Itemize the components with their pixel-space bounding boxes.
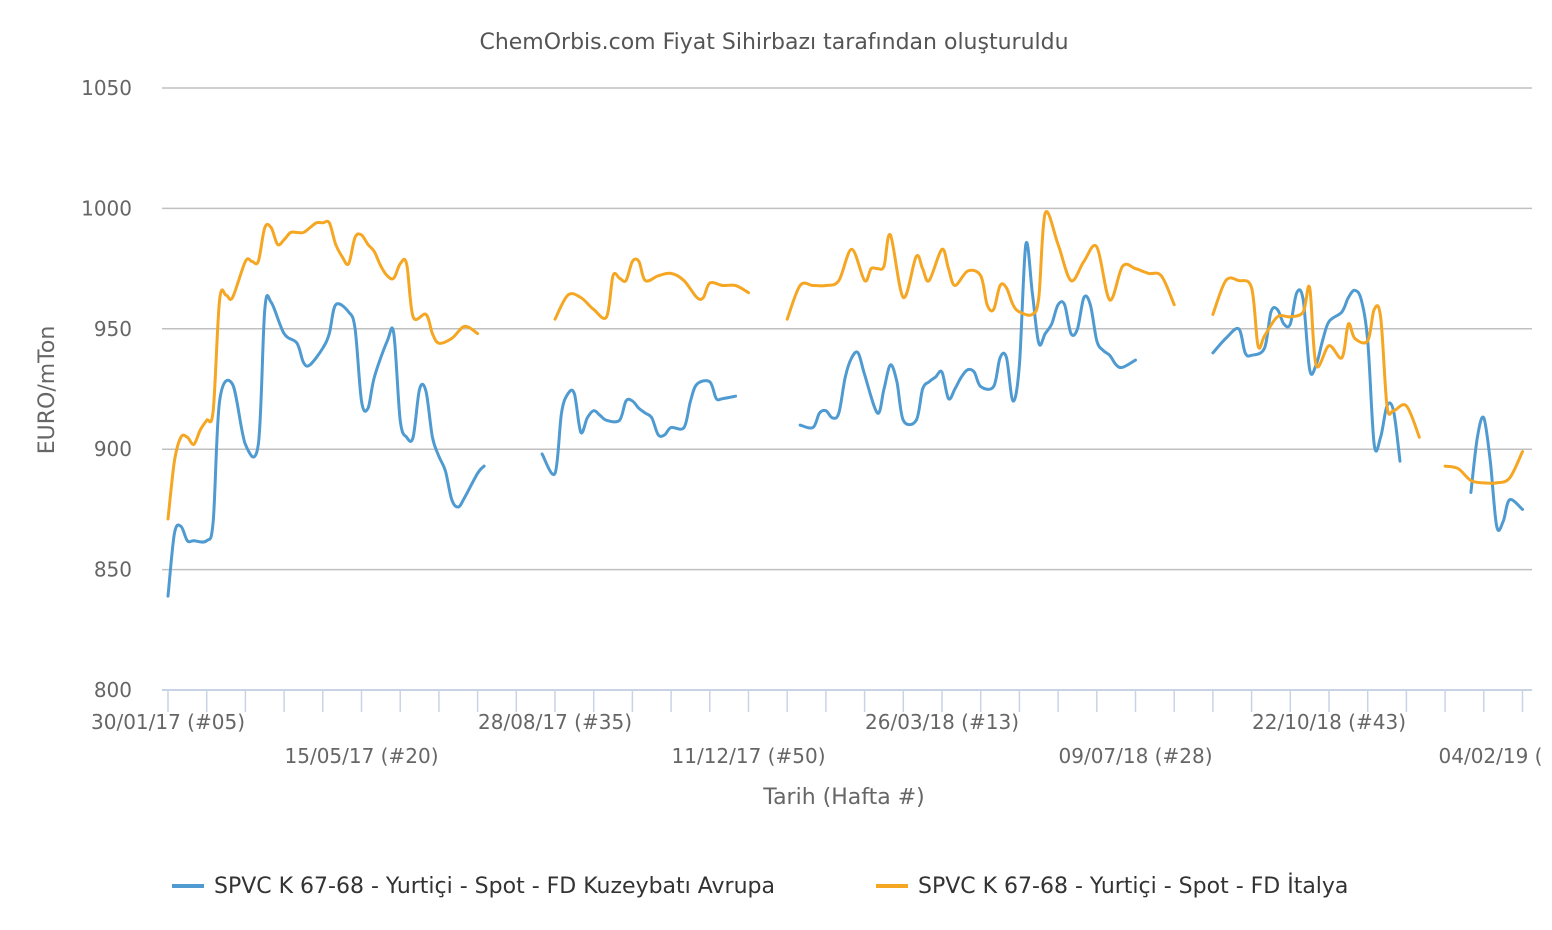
series-lines bbox=[166, 210, 1524, 598]
series-line-segment bbox=[166, 294, 486, 598]
series-line-segment bbox=[1211, 276, 1421, 439]
x-tick-label: 30/01/17 (#05) bbox=[91, 710, 245, 734]
legend-item-1[interactable]: SPVC K 67-68 - Yurtiçi - Spot - FD Kuzey… bbox=[172, 874, 775, 899]
x-tick-label: 11/12/17 (#50) bbox=[672, 744, 826, 768]
y-axis-ticks: 800 850 900 950 1000 1050 bbox=[81, 76, 132, 702]
y-tick-label: 1050 bbox=[81, 76, 132, 100]
x-axis-title: Tarih (Hafta #) bbox=[762, 785, 924, 810]
series-line-segment bbox=[540, 379, 738, 477]
y-tick-label: 1000 bbox=[81, 196, 132, 220]
y-tick-label: 800 bbox=[94, 678, 132, 702]
legend-label: SPVC K 67-68 - Yurtiçi - Spot - FD İtaly… bbox=[918, 873, 1348, 899]
y-tick-label: 950 bbox=[94, 317, 132, 341]
x-tick-label: 15/05/17 (#20) bbox=[285, 744, 439, 768]
chart-title: ChemOrbis.com Fiyat Sihirbazı tarafından… bbox=[479, 30, 1068, 55]
y-axis-title: EURO/mTon bbox=[35, 326, 60, 455]
series-line-segment bbox=[785, 210, 1176, 321]
series-line-segment bbox=[1211, 288, 1402, 463]
legend: SPVC K 67-68 - Yurtiçi - Spot - FD Kuzey… bbox=[172, 873, 1348, 899]
x-axis-ticks: 30/01/17 (#05) 15/05/17 (#20) 28/08/17 (#3… bbox=[91, 689, 1543, 768]
y-tick-label: 850 bbox=[94, 558, 132, 582]
x-tick-label: 22/10/18 (#43) bbox=[1252, 710, 1406, 734]
series-1 bbox=[166, 240, 1524, 598]
series-line-segment bbox=[1443, 450, 1524, 485]
legend-label: SPVC K 67-68 - Yurtiçi - Spot - FD Kuzey… bbox=[214, 874, 775, 899]
series-line-segment bbox=[798, 240, 1137, 430]
series-line-segment bbox=[553, 257, 750, 321]
x-tick-label: 09/07/18 (#28) bbox=[1059, 744, 1213, 768]
series-2 bbox=[166, 210, 1524, 521]
series-line-segment bbox=[1469, 415, 1524, 532]
legend-item-2[interactable]: SPVC K 67-68 - Yurtiçi - Spot - FD İtaly… bbox=[876, 873, 1348, 899]
y-tick-label: 900 bbox=[94, 437, 132, 461]
x-tick-label: 28/08/17 (#35) bbox=[478, 710, 632, 734]
series-line-segment bbox=[166, 219, 480, 521]
x-tick-label: 26/03/18 (#13) bbox=[865, 710, 1019, 734]
x-tick-label: 04/02/19 ( bbox=[1439, 744, 1543, 768]
